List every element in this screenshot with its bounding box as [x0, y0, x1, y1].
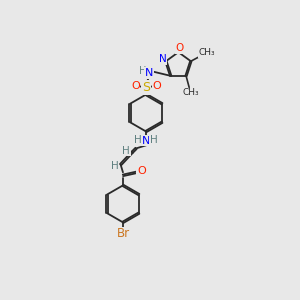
Text: N: N: [159, 54, 167, 64]
Text: O: O: [131, 81, 140, 91]
Text: N: N: [145, 68, 153, 78]
Text: N: N: [142, 136, 150, 146]
Text: O: O: [176, 43, 184, 53]
Text: H: H: [134, 135, 142, 145]
Text: Br: Br: [116, 227, 130, 240]
Text: CH₃: CH₃: [199, 48, 215, 57]
Text: S: S: [142, 81, 150, 94]
Text: O: O: [152, 81, 161, 91]
Text: CH₃: CH₃: [182, 88, 199, 97]
Text: H: H: [122, 146, 130, 156]
Text: O: O: [137, 166, 146, 176]
Text: H: H: [139, 66, 147, 76]
Text: H: H: [111, 161, 119, 171]
Text: H: H: [150, 135, 158, 145]
